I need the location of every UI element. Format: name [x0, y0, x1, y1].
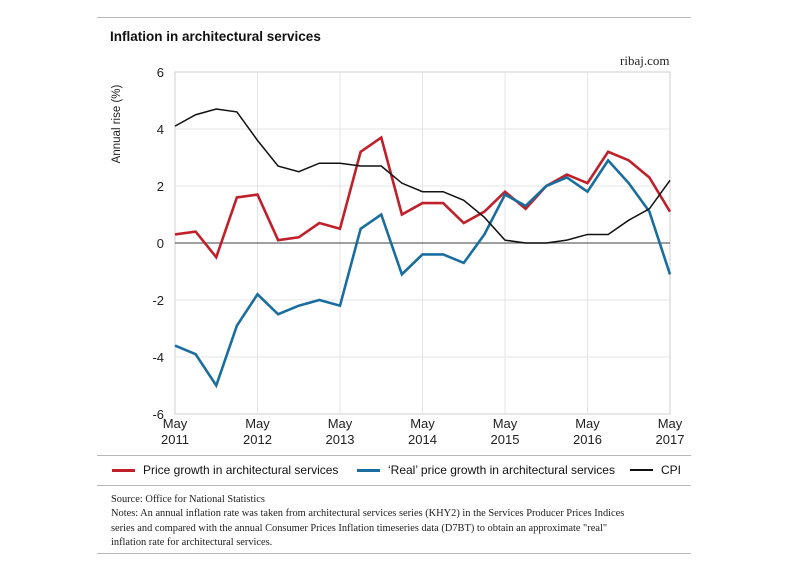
- x-tick-year-label: 2014: [408, 432, 437, 447]
- x-tick-year-label: 2015: [491, 432, 520, 447]
- bottom-rule: [97, 553, 691, 554]
- x-tick-month-label: May: [575, 416, 600, 431]
- notes-block: Source: Office for National Statistics N…: [111, 493, 691, 551]
- series-cpi-line: [174, 108, 671, 244]
- notes-line-3: inflation rate for architectural service…: [111, 537, 273, 549]
- legend-swatch-real: [357, 468, 380, 472]
- x-tick-month-label: May: [245, 416, 270, 431]
- x-tick-year-label: 2013: [326, 432, 355, 447]
- y-tick-label: 0: [157, 236, 164, 251]
- series-real-line: [174, 158, 672, 389]
- chart-title: Inflation in architectural services: [110, 29, 321, 44]
- x-tick-year-label: 2011: [161, 432, 189, 447]
- legend-bottom-rule: [97, 485, 691, 486]
- x-tick-month-label: May: [493, 416, 518, 431]
- y-tick-label: -6: [152, 407, 164, 422]
- legend-swatch-cpi: [630, 469, 653, 471]
- series-price-line: [174, 135, 672, 260]
- notes-line-1: Notes: An annual inflation rate was take…: [111, 508, 625, 520]
- x-tick-month-label: May: [163, 416, 188, 431]
- x-tick-month-label: May: [328, 416, 353, 431]
- notes-line-2: series and compared with the annual Cons…: [111, 522, 608, 534]
- y-tick-label: -2: [152, 293, 164, 308]
- y-tick-label: 4: [157, 122, 164, 137]
- x-tick-year-label: 2017: [656, 432, 685, 447]
- x-tick-month-label: May: [658, 416, 683, 431]
- y-axis-label: Annual rise (%): [111, 85, 123, 164]
- top-rule: [97, 17, 691, 18]
- y-tick-label: 6: [157, 65, 164, 80]
- legend-label-real: ‘Real’ price growth in architectural ser…: [388, 463, 615, 477]
- legend-top-rule: [97, 455, 691, 456]
- legend-swatch-price: [112, 468, 135, 472]
- x-tick-year-label: 2012: [243, 432, 272, 447]
- y-tick-label: 2: [157, 179, 164, 194]
- legend-item-cpi: CPI: [630, 460, 681, 480]
- line-chart: 6420-2-4-6May2011May2012May2013May2014Ma…: [111, 65, 685, 447]
- y-tick-label: -4: [152, 350, 164, 365]
- x-tick-year-label: 2016: [573, 432, 602, 447]
- source-note: Source: Office for National Statistics: [111, 494, 265, 505]
- legend-item-price: Price growth in architectural services: [112, 460, 338, 480]
- legend-item-real: ‘Real’ price growth in architectural ser…: [357, 460, 615, 480]
- site-label: ribaj.com: [620, 53, 670, 68]
- legend-label-price: Price growth in architectural services: [143, 463, 339, 477]
- x-tick-month-label: May: [410, 416, 435, 431]
- legend-label-cpi: CPI: [661, 463, 682, 477]
